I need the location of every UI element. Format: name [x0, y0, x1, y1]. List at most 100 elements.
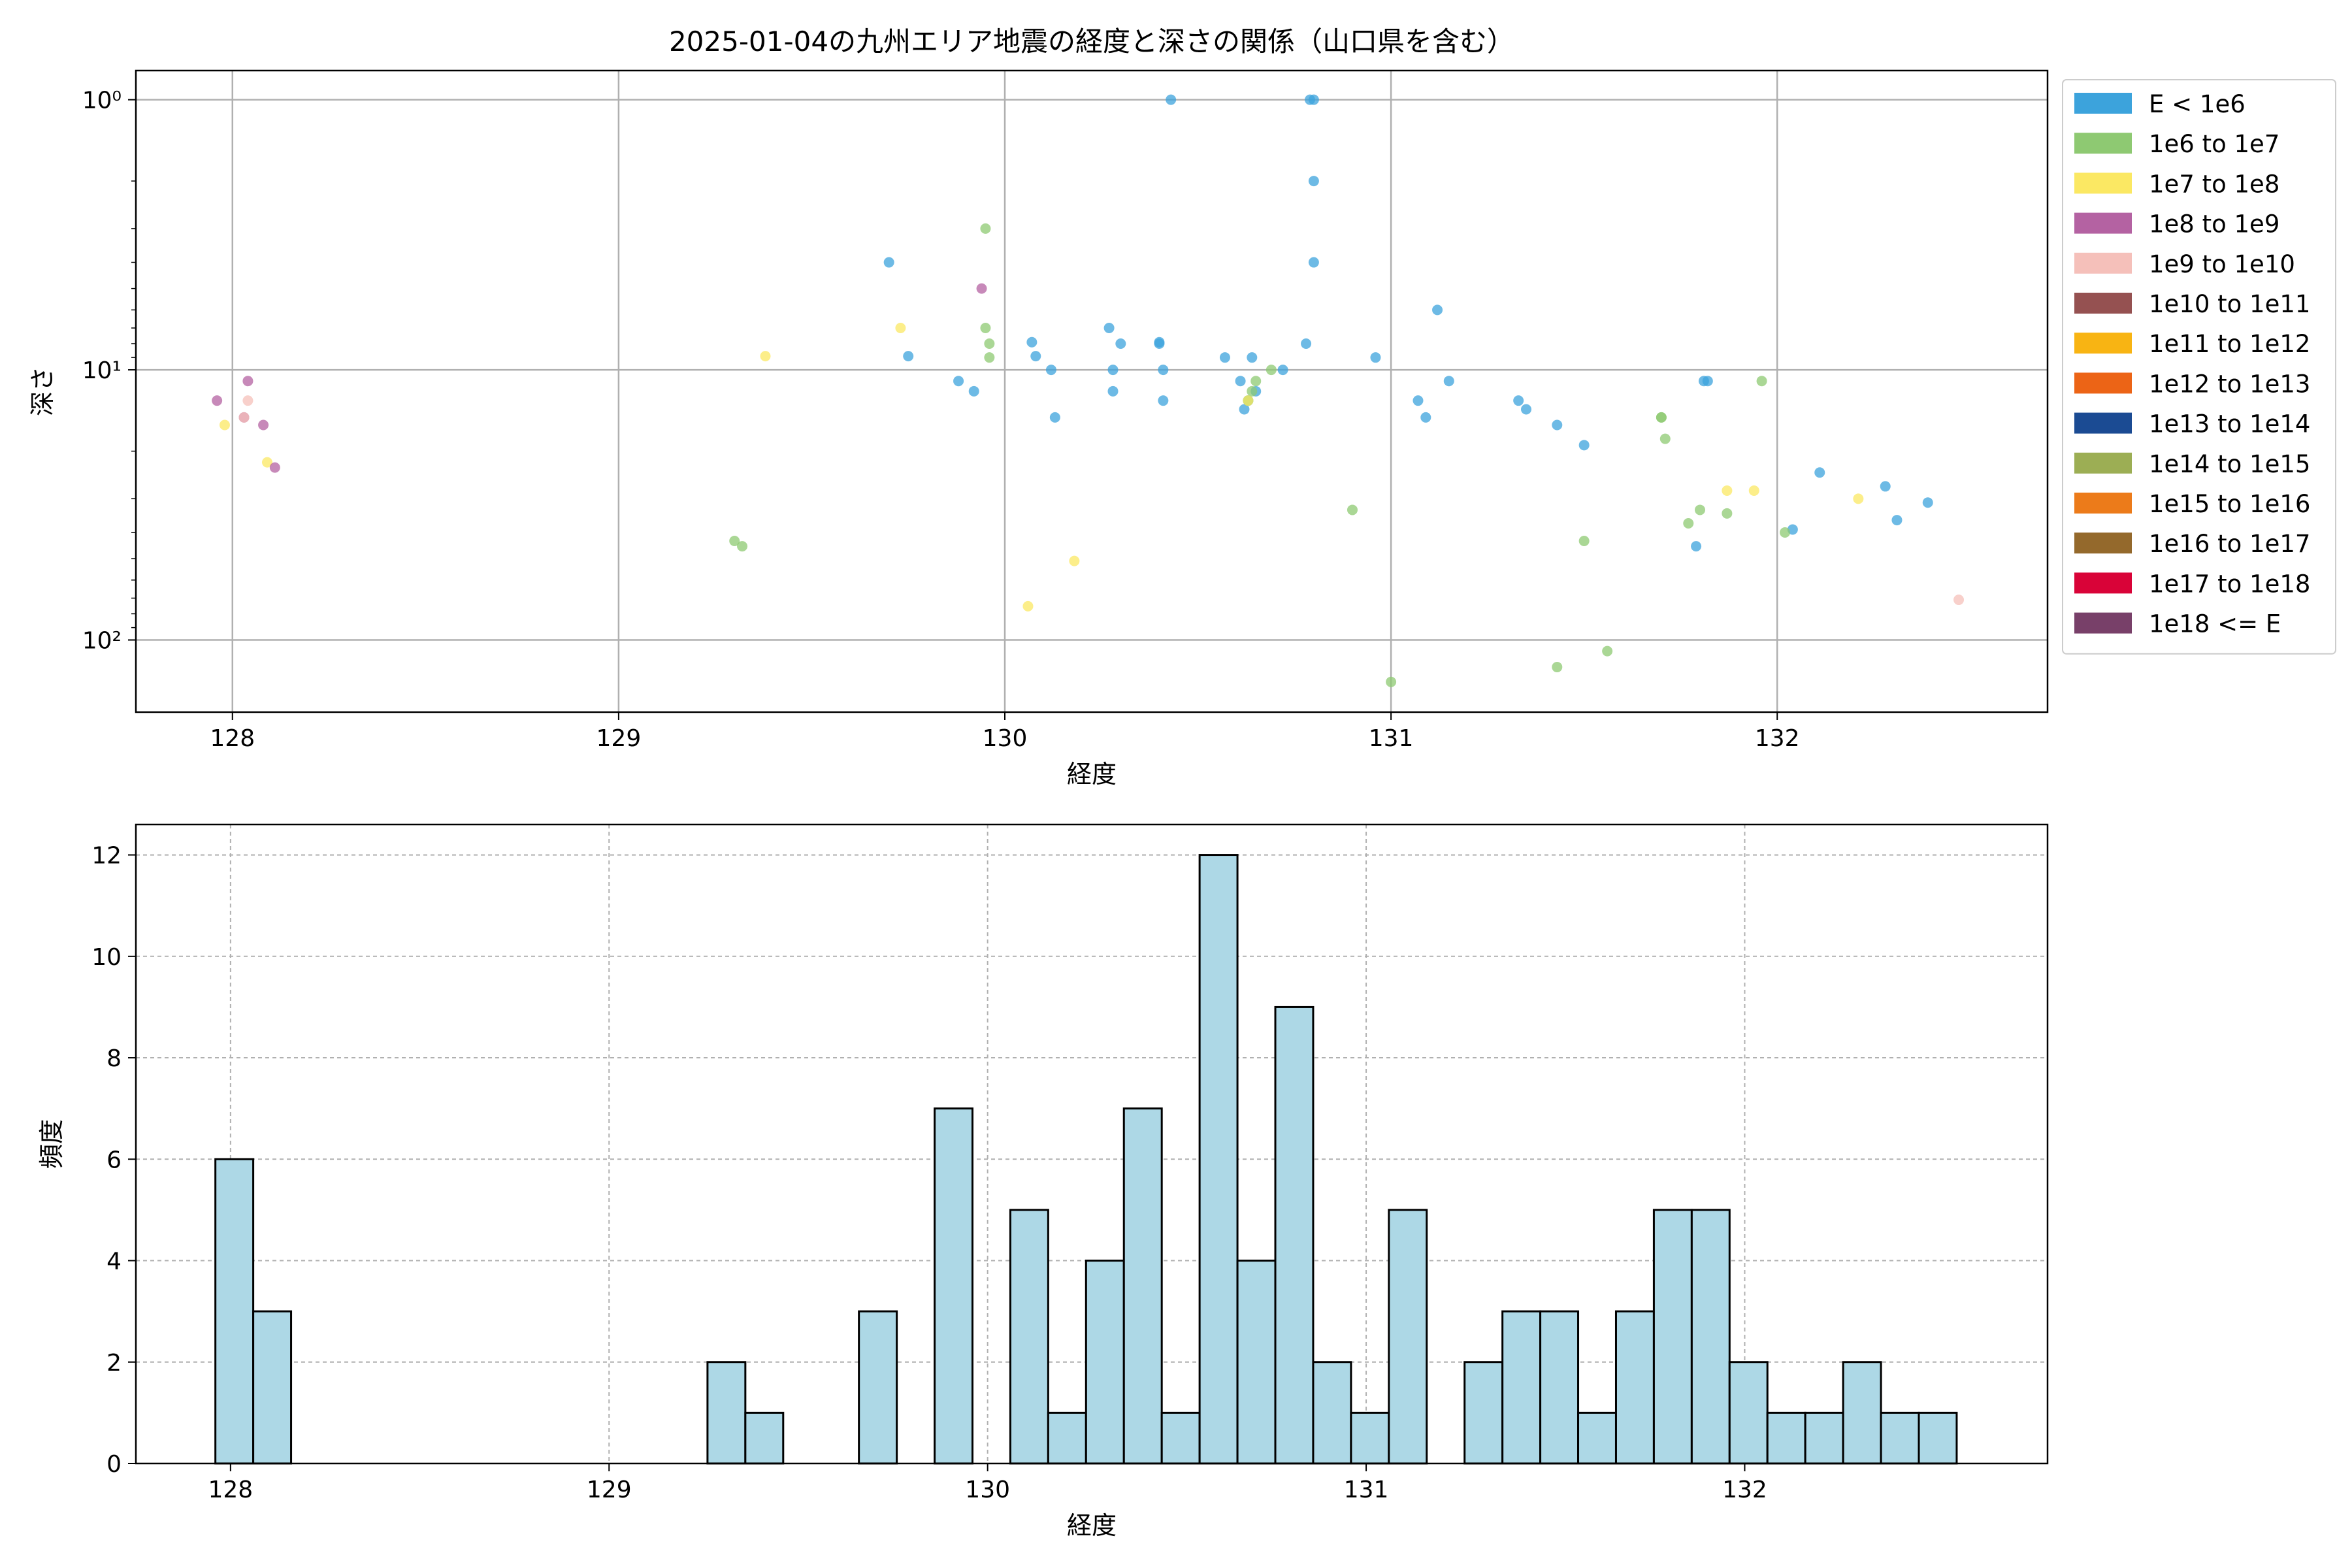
legend-frame	[2062, 79, 2336, 655]
scatter-point	[1521, 404, 1531, 415]
scatter-point	[976, 283, 987, 294]
histogram-x-tick-label: 128	[208, 1477, 253, 1503]
scatter-point	[1158, 365, 1169, 376]
scatter-x-axis-label: 経度	[1067, 760, 1117, 789]
scatter-point	[269, 462, 280, 473]
scatter-point	[1853, 493, 1864, 504]
scatter-point	[1780, 527, 1791, 538]
histogram-bar	[1160, 1411, 1201, 1465]
legend-label: 1e10 to 1e11	[2149, 290, 2310, 318]
legend-swatch	[2074, 612, 2132, 634]
legend-swatch	[2074, 493, 2132, 514]
scatter-point	[1880, 481, 1891, 492]
histogram-bar	[214, 1158, 255, 1465]
legend-label: 1e14 to 1e15	[2149, 450, 2310, 478]
histogram-bar	[1350, 1411, 1390, 1465]
histogram-x-tick-label: 131	[1344, 1477, 1389, 1503]
legend-swatch	[2074, 372, 2132, 394]
scatter-point	[1552, 662, 1563, 673]
legend-label: 1e13 to 1e14	[2149, 410, 2310, 438]
scatter-point	[1158, 395, 1169, 406]
histogram-bar	[252, 1310, 293, 1465]
scatter-point	[1103, 323, 1115, 334]
scatter-point	[1247, 352, 1258, 363]
histogram-bar	[1918, 1411, 1958, 1465]
scatter-point	[903, 351, 914, 362]
scatter-point	[1683, 518, 1694, 529]
histogram-bar	[1085, 1260, 1125, 1465]
scatter-point	[1030, 351, 1041, 362]
scatter-point	[242, 395, 253, 406]
legend-swatch	[2074, 333, 2132, 354]
scatter-point	[1814, 467, 1825, 478]
legend-swatch	[2074, 572, 2132, 594]
scatter-point	[968, 385, 979, 397]
scatter-y-tick-label: 10²	[82, 628, 122, 655]
scatter-point	[1239, 404, 1250, 415]
scatter-point	[1154, 338, 1165, 350]
histogram-bar	[1312, 1361, 1352, 1465]
scatter-x-tick-label: 132	[1755, 725, 1800, 752]
histogram-y-tick-label: 2	[106, 1350, 122, 1377]
scatter-point	[1243, 395, 1254, 406]
legend-label: 1e7 to 1e8	[2149, 170, 2279, 198]
legend-label: 1e11 to 1e12	[2149, 330, 2310, 358]
scatter-point	[980, 223, 991, 234]
histogram-bar	[1652, 1209, 1693, 1465]
histogram-x-tick-label: 130	[965, 1477, 1010, 1503]
scatter-point	[1953, 595, 1965, 606]
histogram-bar	[1766, 1411, 1806, 1465]
scatter-point	[1266, 365, 1277, 376]
histogram-bar	[1236, 1260, 1277, 1465]
histogram-bar	[1122, 1107, 1163, 1465]
scatter-point	[1695, 504, 1705, 515]
scatter-point	[1413, 395, 1424, 406]
scatter-point	[1578, 440, 1590, 451]
histogram-bar	[1274, 1005, 1315, 1465]
scatter-point	[1420, 412, 1431, 423]
scatter-point	[1756, 376, 1767, 387]
scatter-point	[1107, 365, 1119, 376]
legend-label: 1e9 to 1e10	[2149, 250, 2295, 278]
scatter-point	[1250, 376, 1262, 387]
scatter-point	[1659, 433, 1671, 444]
scatter-point	[1166, 94, 1177, 105]
legend-swatch	[2074, 252, 2132, 274]
scatter-y-axis-label: 深さ	[28, 367, 57, 416]
scatter-point	[1552, 419, 1563, 431]
scatter-point	[1308, 176, 1319, 187]
scatter-point	[1922, 497, 1933, 508]
histogram-bar	[744, 1411, 785, 1465]
scatter-x-tick-label: 130	[983, 725, 1028, 752]
scatter-point	[1891, 515, 1903, 526]
scatter-point	[1277, 365, 1288, 376]
histogram-y-tick-label: 10	[91, 944, 122, 971]
legend-label: 1e16 to 1e17	[2149, 530, 2310, 558]
histogram-chart: 128 129 130 131 132 0 2 4 6 8 10 12 経度 頻度	[37, 823, 2049, 1540]
chart-title: 2025-01-04の九州エリア地震の経度と深さの関係（山口県を含む）	[669, 25, 1514, 57]
histogram-frame	[135, 823, 2049, 1465]
legend-label: 1e6 to 1e7	[2149, 130, 2279, 158]
histogram-x-axis-label: 経度	[1067, 1511, 1117, 1540]
legend-swatch	[2074, 293, 2132, 314]
scatter-gridlines	[136, 71, 2048, 712]
scatter-point	[212, 395, 223, 406]
legend-label: 1e8 to 1e9	[2149, 210, 2279, 238]
scatter-point	[1656, 412, 1667, 423]
scatter-x-tick-label: 131	[1369, 725, 1414, 752]
scatter-point	[1247, 385, 1258, 397]
legend-swatch	[2074, 133, 2132, 154]
scatter-point	[737, 541, 748, 552]
histogram-x-tick-label: 132	[1722, 1477, 1767, 1503]
histogram-y-tick-label: 8	[106, 1045, 122, 1072]
histogram-y-tick-label: 6	[106, 1147, 122, 1173]
scatter-point	[1722, 485, 1733, 496]
scatter-point	[1347, 504, 1358, 515]
scatter-point	[1022, 600, 1034, 612]
histogram-bar	[706, 1361, 747, 1465]
scatter-y-tick-label: 10⁰	[82, 88, 122, 114]
scatter-point	[1578, 535, 1590, 546]
scatter-point	[1107, 385, 1119, 397]
scatter-point	[1049, 412, 1060, 423]
